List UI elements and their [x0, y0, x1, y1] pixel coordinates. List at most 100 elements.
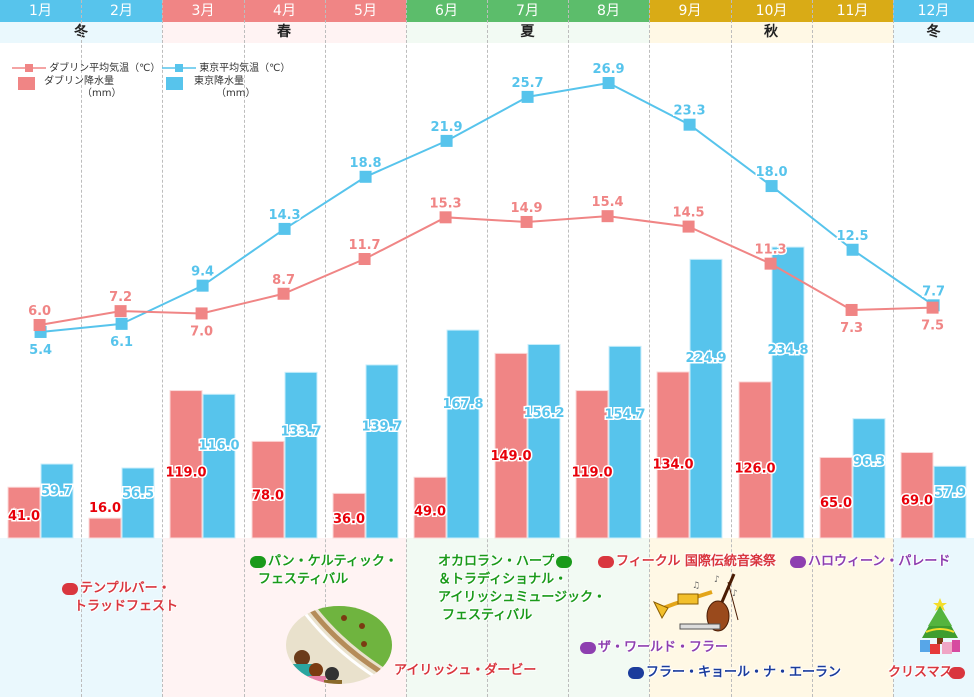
- svg-text:♪: ♪: [732, 589, 738, 599]
- tokyo-precip-label: 234.8: [767, 343, 808, 358]
- tokyo-precip-bar: [933, 465, 967, 539]
- tokyo-precip-label: 167.8: [442, 397, 483, 412]
- dublin-precip-label: 126.0: [734, 462, 775, 477]
- legend-tokyo-temp-label: 東京平均気温（℃）: [199, 63, 291, 74]
- legend-tokyo-precip-swatch: [166, 77, 183, 90]
- tokyo-precip-bar: [852, 418, 886, 539]
- gridline: [731, 0, 732, 697]
- dublin-temp-label: 11.7: [349, 238, 381, 253]
- season-background: [649, 538, 893, 697]
- event-world-fleadh[interactable]: ザ・ワールド・フラー: [580, 639, 728, 657]
- dublin-precip-bar: [7, 486, 41, 539]
- event-marker-icon: [598, 555, 614, 568]
- tokyo-temp-label: 18.0: [756, 165, 788, 180]
- dublin-precip-bar: [413, 476, 447, 539]
- month-label: 9月: [649, 0, 731, 22]
- tokyo-precip-label: 139.7: [361, 419, 402, 434]
- tokyo-temp-point: [196, 279, 209, 292]
- tokyo-temp-point: [602, 76, 615, 89]
- dublin-precip-label: 65.0: [820, 496, 852, 511]
- dublin-temp-label: 14.5: [673, 206, 705, 221]
- legend-dublin-precip-swatch: [18, 77, 35, 90]
- dublin-precip-bar: [332, 492, 366, 539]
- season-label-autumn: 秋: [649, 22, 893, 43]
- horse-racing-illustration: [286, 606, 392, 684]
- tokyo-temp-point: [359, 170, 372, 183]
- tokyo-temp-label: 12.5: [837, 229, 869, 244]
- tokyo-temp-label: 6.1: [110, 335, 133, 350]
- event-christmas[interactable]: クリスマス: [888, 664, 967, 682]
- legend-tokyo: 東京平均気温（℃）: [162, 63, 290, 75]
- tokyo-precip-bar: [527, 343, 561, 539]
- event-pan-celtic[interactable]: パン・ケルティック・ フェスティバル: [250, 553, 398, 589]
- legend-tokyo-precip-label: 東京降水量: [194, 76, 244, 87]
- season-label-winter: 冬: [893, 22, 974, 43]
- tokyo-temp-label: 7.7: [922, 284, 945, 299]
- gridline: [81, 0, 82, 697]
- tokyo-precip-label: 133.7: [280, 424, 321, 439]
- event-oconnor-harp[interactable]: オカロラン・ハープ ＆トラディショナル・ アイリッシュミュージック・ フェスティ…: [438, 554, 606, 623]
- tokyo-temp-label: 21.9: [431, 120, 463, 135]
- dublin-precip-label: 16.0: [89, 501, 121, 516]
- dublin-temp-label: 7.2: [109, 290, 132, 305]
- month-label: 12月: [893, 0, 974, 22]
- event-marker-icon: [250, 555, 266, 568]
- tokyo-temp-label: 9.4: [191, 265, 214, 280]
- event-marker-icon: [790, 555, 806, 568]
- event-halloween[interactable]: ハロウィーン・パレード: [790, 553, 950, 571]
- dublin-temp-point: [195, 307, 208, 320]
- dublin-precip-label: 78.0: [252, 489, 284, 504]
- tokyo-temp-point: [440, 134, 453, 147]
- dublin-temp-label: 7.5: [921, 319, 944, 334]
- season-label-spring: 春: [162, 22, 406, 43]
- event-fleadh-cheoil[interactable]: フラー・キョール・ナ・エーラン: [628, 664, 841, 682]
- tokyo-temp-point: [521, 90, 534, 103]
- legend-dublin-precip-unit: （mm）: [82, 88, 122, 99]
- tokyo-temp-point: [115, 317, 128, 330]
- dublin-precip-label: 69.0: [901, 494, 933, 509]
- legend-dublin-precip-label: ダブリン降水量: [44, 76, 114, 87]
- dublin-temp-point: [845, 303, 858, 316]
- dublin-precip-label: 134.0: [652, 457, 693, 472]
- event-irish-derby[interactable]: アイリッシュ・ダービー: [394, 663, 537, 678]
- tokyo-temp-label: 18.8: [350, 156, 382, 171]
- dublin-temp-label: 6.0: [28, 304, 51, 319]
- gridline: [812, 0, 813, 697]
- tokyo-precip-label: 59.7: [41, 484, 73, 499]
- tokyo-precip-label: 154.7: [604, 407, 645, 422]
- dublin-temp-point: [33, 319, 46, 332]
- dublin-precip-bar: [575, 390, 609, 539]
- gridline: [162, 0, 163, 697]
- dublin-temp-label: 15.3: [430, 196, 462, 211]
- season-label-summer: 夏: [406, 22, 649, 43]
- dublin-precip-label: 149.0: [490, 449, 531, 464]
- month-label: 2月: [81, 0, 162, 22]
- svg-text:♫: ♫: [692, 581, 700, 591]
- legend-dublin: ダブリン平均気温（℃）: [12, 63, 160, 75]
- gridline: [325, 0, 326, 697]
- tokyo-temp-label: 23.3: [674, 104, 706, 119]
- month-header: 1月 2月 3月 4月 5月 6月 7月 8月 9月 10月 11月 12月: [0, 0, 974, 22]
- event-marker-icon: [556, 555, 573, 568]
- legend-tokyo-temp-marker: [162, 64, 196, 72]
- dublin-temp-label: 8.7: [272, 273, 295, 288]
- month-label: 8月: [568, 0, 649, 22]
- christmas-tree-illustration: [920, 598, 960, 654]
- tokyo-temp-label: 25.7: [512, 76, 544, 91]
- dublin-precip-bar: [88, 517, 122, 539]
- music-instruments-illustration: ♪ ♫ ♪: [652, 573, 739, 632]
- tokyo-temp-line: [40, 81, 935, 333]
- event-fleadh-feakle[interactable]: フィークル 国際伝統音楽祭: [598, 553, 776, 571]
- dublin-temp-label: 11.3: [755, 243, 787, 258]
- event-marker-icon: [62, 582, 78, 595]
- gridline: [649, 0, 650, 697]
- dublin-precip-label: 49.0: [414, 505, 446, 520]
- dublin-precip-bar: [656, 371, 690, 539]
- dublin-temp-label: 7.0: [190, 324, 213, 339]
- month-label: 5月: [325, 0, 406, 22]
- dublin-temp-point: [764, 257, 777, 270]
- dublin-precip-bar: [900, 452, 934, 539]
- event-temple-bar[interactable]: テンプルバー・ トラッドフェスト: [62, 580, 178, 616]
- dublin-temp-point: [277, 287, 290, 300]
- dublin-precip-bar: [251, 440, 285, 539]
